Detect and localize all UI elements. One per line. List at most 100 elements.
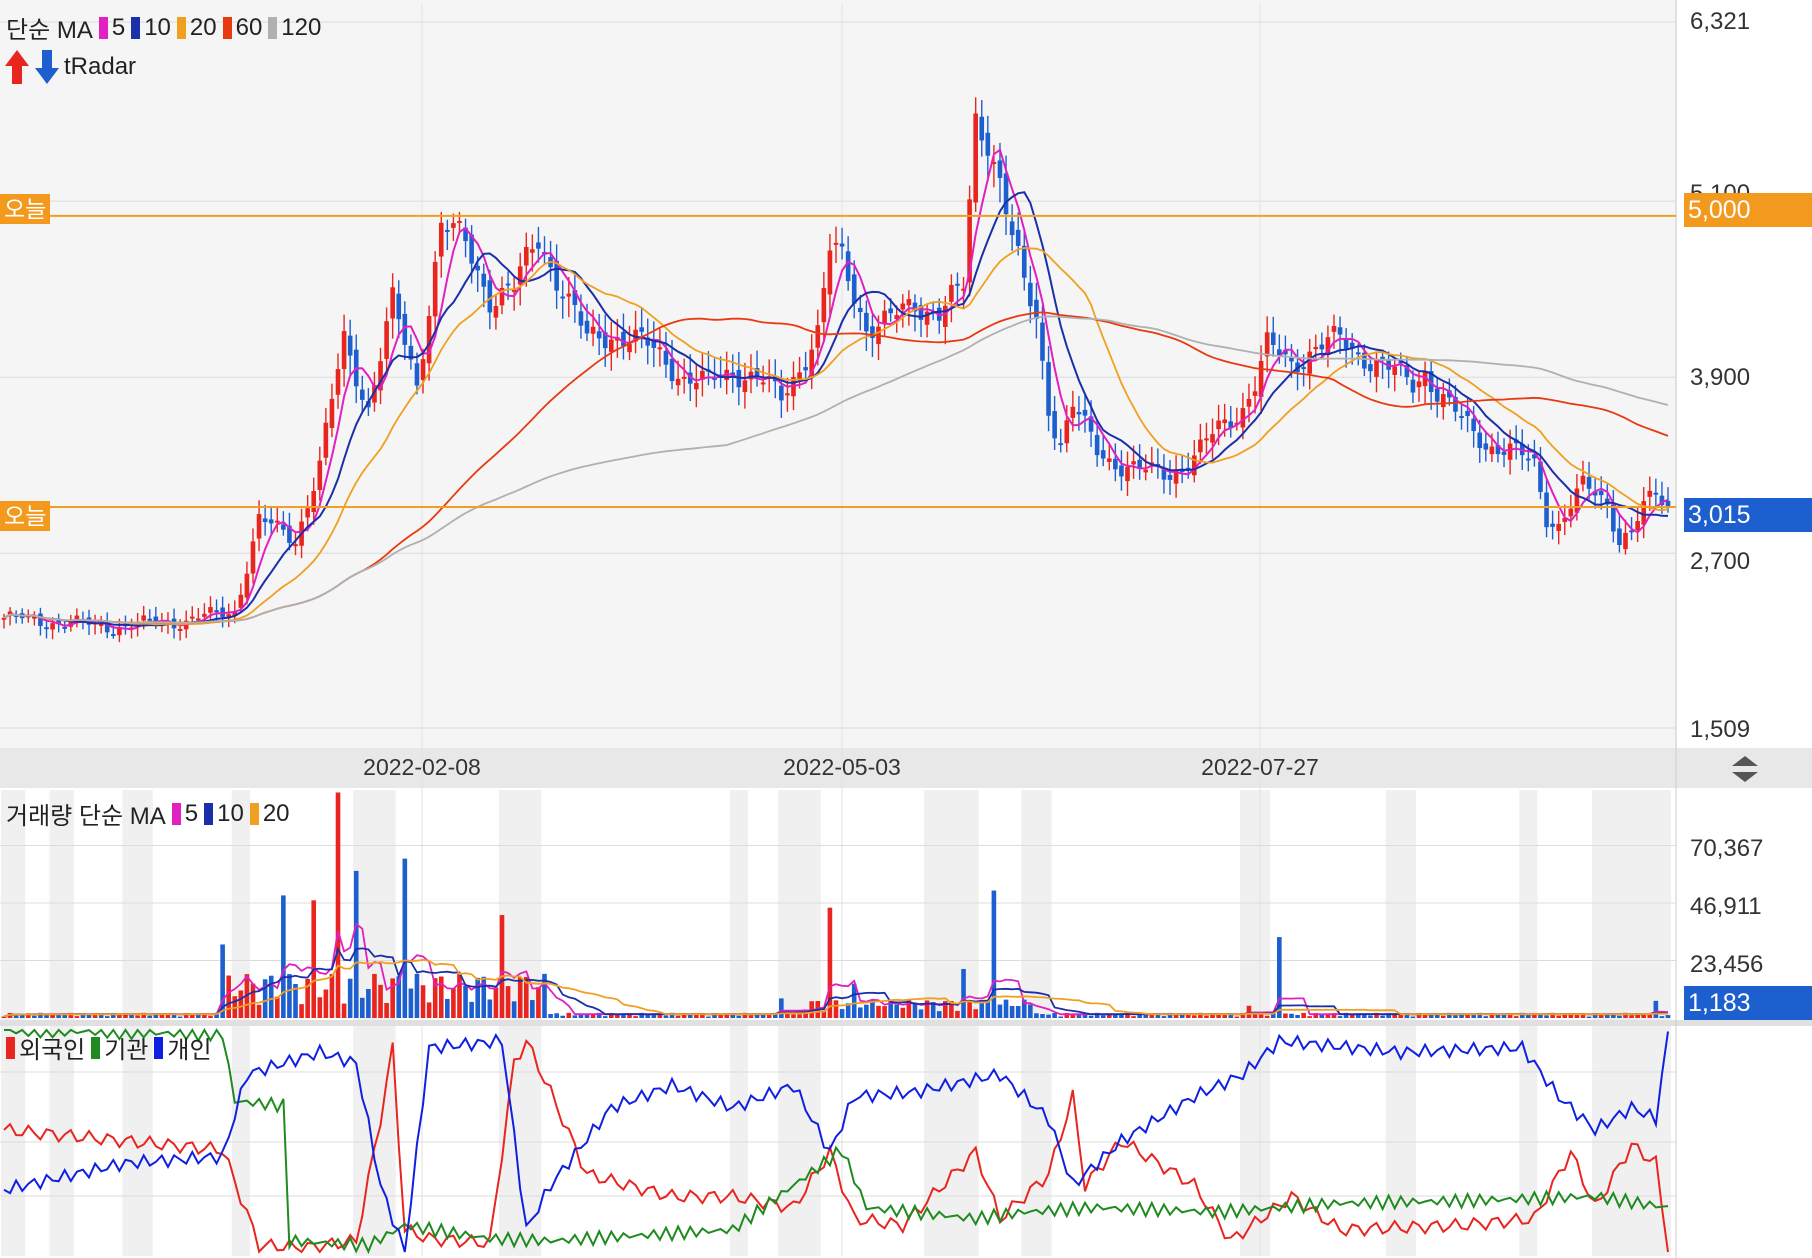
candle-body bbox=[1434, 388, 1440, 402]
volume-bar bbox=[1465, 1013, 1470, 1018]
volume-bar bbox=[1349, 1015, 1355, 1018]
candle-body bbox=[323, 422, 329, 458]
candle-body bbox=[202, 613, 207, 617]
candle-body bbox=[1028, 282, 1033, 307]
candle-body bbox=[955, 283, 960, 286]
volume-bar bbox=[432, 978, 438, 1018]
vol-ma5-swatch bbox=[171, 802, 181, 825]
volume-tick-label: 23,456 bbox=[1690, 951, 1764, 978]
volume-bar bbox=[1368, 1015, 1373, 1018]
volume-bar bbox=[633, 1016, 638, 1018]
candle-body bbox=[44, 627, 49, 630]
candle-body bbox=[1617, 528, 1622, 546]
candle-body bbox=[469, 234, 474, 264]
candle-body bbox=[335, 369, 341, 395]
volume-bar bbox=[1355, 1013, 1361, 1018]
volume-bar bbox=[1034, 1013, 1039, 1018]
volume-bar bbox=[153, 1013, 159, 1018]
volume-bar bbox=[1131, 1016, 1136, 1018]
volume-bar bbox=[1544, 1015, 1549, 1018]
volume-bar bbox=[1404, 1012, 1410, 1018]
volume-bar bbox=[779, 998, 784, 1018]
volume-bar bbox=[226, 975, 232, 1018]
volume-bar bbox=[1604, 1013, 1610, 1018]
candle-body bbox=[1094, 434, 1100, 456]
price-ma-legend: 단순 MA 5 10 20 60 120 bbox=[6, 10, 321, 45]
volume-bar bbox=[918, 1009, 924, 1018]
candle-body bbox=[244, 573, 250, 598]
candle-body bbox=[1653, 492, 1659, 495]
candle-body bbox=[408, 345, 414, 360]
volume-bar bbox=[384, 1003, 389, 1018]
candle-body bbox=[426, 316, 432, 364]
volume-bar bbox=[1586, 1016, 1592, 1018]
session-shading bbox=[1385, 1026, 1416, 1256]
candle-body bbox=[1088, 416, 1094, 432]
candle-body bbox=[1191, 455, 1197, 476]
volume-bar bbox=[900, 1007, 906, 1018]
candle-body bbox=[1538, 461, 1543, 492]
volume-bar bbox=[894, 1004, 900, 1018]
candle-body bbox=[1544, 492, 1549, 528]
price-axis-area bbox=[1677, 0, 1812, 748]
candle-body bbox=[1283, 349, 1288, 355]
volume-bar bbox=[487, 999, 493, 1018]
volume-bar bbox=[1319, 1014, 1325, 1018]
candle-body bbox=[888, 308, 893, 314]
candle-body bbox=[1526, 458, 1531, 461]
candle-body bbox=[74, 615, 80, 620]
candle-body bbox=[214, 610, 219, 613]
candle-body bbox=[414, 363, 420, 386]
candle-body bbox=[268, 519, 274, 524]
volume-bar bbox=[1313, 1013, 1319, 1018]
ma120-label: 120 bbox=[281, 13, 322, 41]
volume-bar bbox=[1398, 1014, 1404, 1018]
volume-bar bbox=[742, 1012, 748, 1018]
candle-body bbox=[1021, 245, 1027, 278]
volume-bar bbox=[1362, 1013, 1367, 1018]
session-shading bbox=[0, 1026, 26, 1256]
volume-bar bbox=[1471, 1014, 1476, 1018]
volume-bar bbox=[329, 974, 335, 1018]
vol-ma5-label: 5 bbox=[184, 799, 199, 827]
candle-body bbox=[220, 607, 225, 617]
volume-bar bbox=[1240, 1012, 1246, 1018]
candle-body bbox=[906, 299, 912, 306]
candle-body bbox=[651, 340, 657, 348]
candle-body bbox=[1137, 459, 1142, 469]
session-shading bbox=[1021, 1026, 1052, 1256]
candle-body bbox=[815, 325, 821, 348]
volume-bar bbox=[1598, 1014, 1604, 1018]
price-tick-label: 3,900 bbox=[1690, 364, 1751, 391]
volume-bar bbox=[317, 997, 323, 1018]
volume-ma-line-20 bbox=[3, 958, 1668, 1018]
volume-bar bbox=[1143, 1014, 1149, 1018]
volume-bar bbox=[274, 996, 280, 1018]
candle-body bbox=[1343, 338, 1349, 349]
vol-ma20-swatch bbox=[249, 802, 259, 825]
candle-body bbox=[985, 132, 991, 156]
volume-bar bbox=[159, 1014, 165, 1018]
candle-body bbox=[1277, 349, 1282, 356]
up-arrow-icon bbox=[5, 50, 29, 84]
volume-bar bbox=[560, 1015, 566, 1018]
volume-bar bbox=[366, 989, 371, 1018]
volume-bar bbox=[1611, 1013, 1616, 1018]
volume-bar bbox=[669, 1012, 675, 1018]
volume-bar bbox=[657, 1013, 663, 1018]
panel-resize-handle[interactable] bbox=[1728, 754, 1762, 784]
volume-bar bbox=[517, 977, 523, 1018]
volume-bar bbox=[1416, 1012, 1422, 1018]
candle-body bbox=[1647, 490, 1653, 497]
volume-bar bbox=[1343, 1012, 1349, 1018]
radar-legend: tRadar bbox=[4, 48, 136, 86]
volume-bar bbox=[1550, 1012, 1555, 1018]
volume-bar bbox=[1052, 1012, 1057, 1018]
session-shading bbox=[49, 790, 74, 1020]
volume-bar bbox=[979, 1003, 985, 1018]
volume-bar bbox=[305, 978, 310, 1018]
volume-bar bbox=[475, 977, 481, 1018]
candle-body bbox=[1252, 391, 1258, 396]
volume-bar bbox=[566, 1012, 572, 1018]
